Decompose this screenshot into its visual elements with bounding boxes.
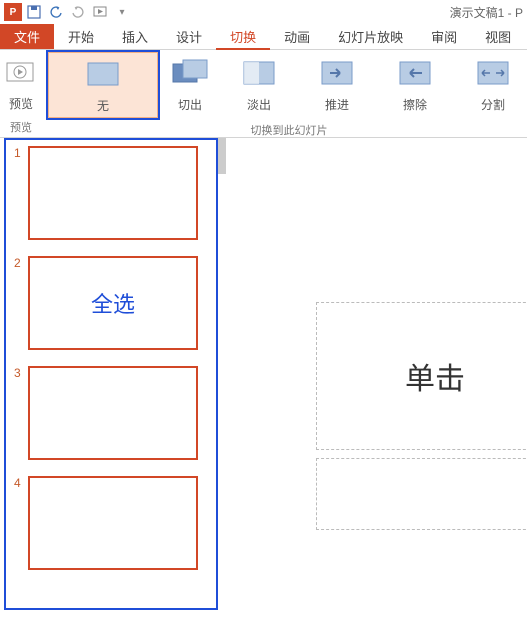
save-icon[interactable]	[24, 2, 44, 22]
title-placeholder-text: 单击	[405, 354, 465, 398]
ribbon-group-transitions: 无 切出 淡出 推进	[46, 50, 527, 137]
tab-view[interactable]: 视图	[471, 24, 525, 49]
tab-animations[interactable]: 动画	[270, 24, 324, 49]
annotation-box-ribbon: 无	[46, 50, 160, 120]
thumbnail-scrollbar[interactable]	[218, 138, 226, 174]
thumbnail-row-3: 3	[14, 366, 208, 460]
tab-file[interactable]: 文件	[0, 24, 54, 49]
transition-split-label: 分割	[481, 96, 505, 113]
qat-dropdown-icon[interactable]: ▾	[112, 2, 132, 22]
transition-wipe-label: 擦除	[403, 96, 427, 113]
transition-split-icon	[472, 58, 514, 90]
thumbnail-number: 3	[14, 366, 28, 380]
thumbnail-row-2: 2 全选	[14, 256, 208, 350]
transition-none[interactable]: 无	[48, 52, 158, 118]
document-title: 演示文稿1 - P	[450, 4, 523, 21]
preview-icon	[0, 57, 42, 89]
title-bar: P ▾ 演示文稿1 - P	[0, 0, 527, 24]
redo-icon[interactable]	[68, 2, 88, 22]
preview-button[interactable]: 预览	[0, 51, 42, 117]
slide-thumbnail-1[interactable]	[28, 146, 198, 240]
subtitle-placeholder[interactable]	[316, 458, 527, 530]
tab-review[interactable]: 审阅	[417, 24, 471, 49]
title-placeholder[interactable]: 单击	[316, 302, 527, 450]
ribbon: 预览 预览 无 切出	[0, 50, 527, 138]
tab-design[interactable]: 设计	[162, 24, 216, 49]
transition-cut-icon	[169, 58, 211, 90]
slide-canvas: 单击	[228, 138, 527, 630]
transition-fade[interactable]: 淡出	[220, 52, 298, 118]
thumbnail-number: 1	[14, 146, 28, 160]
thumbnail-number: 4	[14, 476, 28, 490]
annotation-box-thumbnails: 1 2 全选 3 4	[4, 138, 218, 610]
thumbnail-number: 2	[14, 256, 28, 270]
slide-thumbnail-2[interactable]: 全选	[28, 256, 198, 350]
transition-fade-label: 淡出	[247, 96, 271, 113]
transition-fade-icon	[238, 58, 280, 90]
group-label-transitions: 切换到此幻灯片	[46, 120, 527, 140]
quick-access-toolbar: P ▾	[4, 2, 132, 22]
group-label-preview: 预览	[0, 117, 42, 137]
transition-split[interactable]: 分割	[454, 52, 527, 118]
tab-home[interactable]: 开始	[54, 24, 108, 49]
slide-thumbnail-4[interactable]	[28, 476, 198, 570]
undo-icon[interactable]	[46, 2, 66, 22]
transition-wipe-icon	[394, 58, 436, 90]
ribbon-tabs: 文件 开始 插入 设计 切换 动画 幻灯片放映 审阅 视图	[0, 24, 527, 50]
slide-thumbnail-3[interactable]	[28, 366, 198, 460]
transition-cut[interactable]: 切出	[160, 52, 220, 118]
preview-label: 预览	[9, 95, 33, 112]
select-all-annotation: 全选	[91, 287, 135, 319]
present-icon[interactable]	[90, 2, 110, 22]
transition-wipe[interactable]: 擦除	[376, 52, 454, 118]
transition-none-label: 无	[97, 97, 109, 114]
transition-cut-label: 切出	[178, 96, 202, 113]
ribbon-group-preview: 预览 预览	[0, 50, 42, 137]
transition-none-icon	[82, 59, 124, 91]
tab-slideshow[interactable]: 幻灯片放映	[324, 24, 417, 49]
thumbnail-row-4: 4	[14, 476, 208, 570]
tab-transitions[interactable]: 切换	[216, 25, 270, 50]
app-icon[interactable]: P	[4, 3, 22, 21]
transition-push[interactable]: 推进	[298, 52, 376, 118]
transition-push-icon	[316, 58, 358, 90]
transition-push-label: 推进	[325, 96, 349, 113]
thumbnail-row-1: 1	[14, 146, 208, 240]
tab-insert[interactable]: 插入	[108, 24, 162, 49]
